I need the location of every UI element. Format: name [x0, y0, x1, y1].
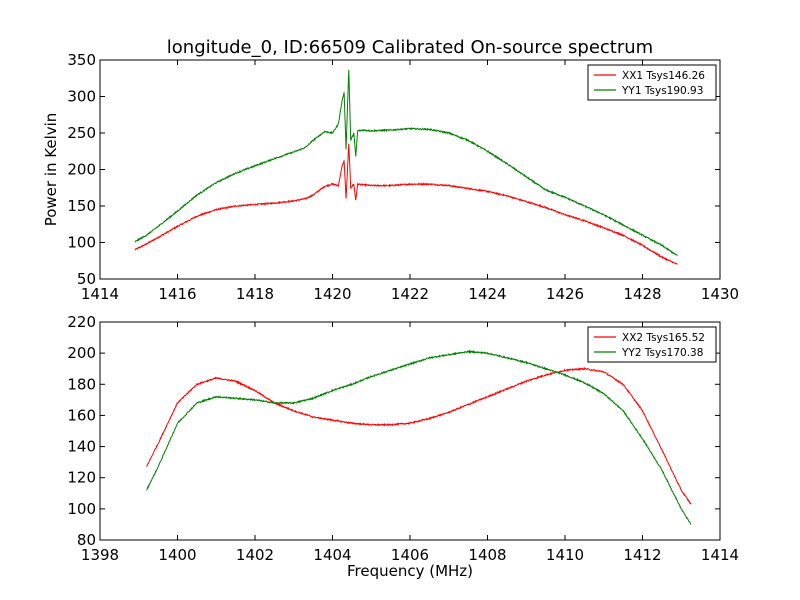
x-tick-label: 1418 [236, 285, 274, 303]
x-tick-label: 1398 [81, 546, 119, 564]
series-line-xx1 [134, 143, 678, 265]
series-line-yy1 [134, 69, 678, 256]
legend-label: XX1 Tsys146.26 [622, 70, 705, 82]
legend-label: YY2 Tsys170.38 [621, 347, 703, 359]
y-tick-label: 220 [67, 313, 96, 331]
y-tick-label: 200 [67, 344, 96, 362]
x-axis-label: Frequency (MHz) [347, 562, 473, 580]
x-tick-label: 1400 [158, 546, 196, 564]
y-tick-label: 150 [67, 197, 96, 215]
x-tick-label: 1412 [623, 546, 661, 564]
x-tick-label: 1410 [546, 546, 584, 564]
x-tick-label: 1406 [391, 546, 429, 564]
x-tick-label: 1414 [81, 285, 119, 303]
x-tick-label: 1426 [546, 285, 584, 303]
x-tick-label: 1424 [468, 285, 506, 303]
y-tick-label: 200 [67, 161, 96, 179]
y-tick-label: 250 [67, 124, 96, 142]
legend-box [587, 326, 717, 363]
y-tick-label: 120 [67, 469, 96, 487]
x-tick-label: 1430 [701, 285, 739, 303]
x-tick-label: 1414 [701, 546, 739, 564]
y-tick-label: 80 [77, 531, 96, 549]
series-line-yy2 [146, 349, 692, 525]
legend: XX2 Tsys165.52 YY2 Tsys170.38 [587, 326, 717, 363]
legend-label: XX2 Tsys165.52 [622, 332, 705, 344]
legend: XX1 Tsys146.26 YY1 Tsys190.93 [587, 64, 717, 101]
x-tick-label: 1402 [236, 546, 274, 564]
upper-spectrum-panel: 1414 1416 1418 1420 1422 1424 1426 1428 1430 50 10… [42, 51, 739, 303]
y-tick-label: 50 [77, 270, 96, 288]
x-tick-label: 1416 [158, 285, 196, 303]
series-line-xx2 [146, 366, 692, 505]
legend-box [587, 64, 717, 101]
x-tick-label: 1408 [468, 546, 506, 564]
y-axis-label: Power in Kelvin [42, 113, 60, 227]
x-tick-label: 1422 [391, 285, 429, 303]
y-tick-label: 180 [67, 375, 96, 393]
lower-spectrum-panel: 1398 1400 1402 1404 1406 1408 1410 1412 1414 80 10… [67, 313, 739, 564]
x-tick-label: 1428 [623, 285, 661, 303]
x-tick-label: 1420 [313, 285, 351, 303]
y-tick-label: 100 [67, 234, 96, 252]
legend-label: YY1 Tsys190.93 [621, 85, 703, 97]
y-tick-label: 140 [67, 438, 96, 456]
figure-title: longitude_0, ID:66509 Calibrated On-sour… [167, 37, 653, 58]
y-tick-label: 350 [67, 51, 96, 69]
y-tick-label: 300 [67, 88, 96, 106]
y-tick-label: 160 [67, 406, 96, 424]
y-tick-label: 100 [67, 500, 96, 518]
x-tick-label: 1404 [313, 546, 351, 564]
